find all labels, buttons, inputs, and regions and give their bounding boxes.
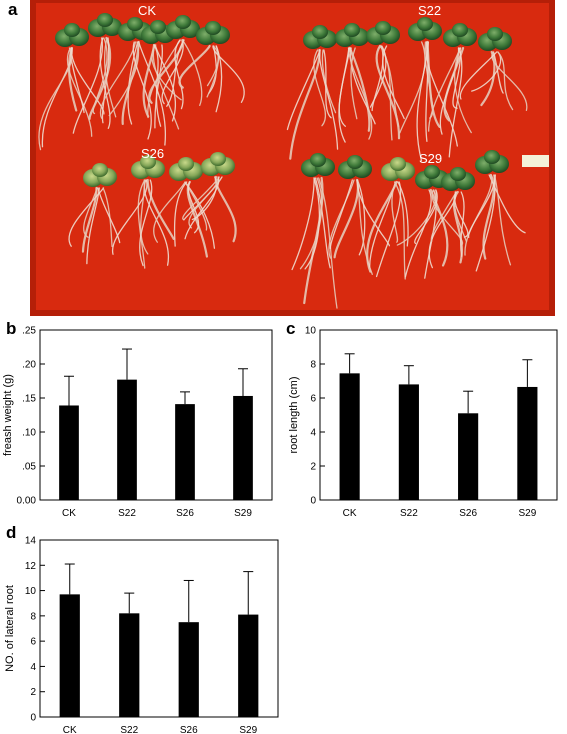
seedling	[428, 167, 475, 269]
y-tick-label: .20	[22, 360, 36, 371]
panel-letter-a: a	[8, 0, 18, 19]
lateral-root-chart: 0 2 4 6 8 10 12 14 CK S22 S26 S29 NO. of lateral roo…	[4, 536, 279, 734]
bar-s29	[517, 386, 538, 500]
y-tick-label: .10	[22, 428, 36, 439]
panel-letter-c: c	[286, 319, 296, 338]
seedling	[68, 163, 121, 265]
photo-background	[33, 0, 552, 313]
seedling-photo: CK S22 S26 S29	[30, 0, 555, 316]
photo-label-s29: S29	[419, 151, 442, 166]
seedling	[72, 13, 122, 134]
y-tick-label: .15	[22, 394, 36, 405]
seedling-group	[38, 13, 528, 309]
seedling	[38, 23, 105, 151]
y-tick-label: 0.00	[17, 496, 37, 507]
bar-s29	[238, 614, 259, 717]
y-axis-label: freash weight (g)	[2, 374, 14, 456]
seedling	[182, 152, 237, 243]
seedling	[178, 21, 245, 113]
seedling	[286, 25, 339, 160]
plot-frame	[319, 329, 558, 501]
y-tick-label: 2	[30, 687, 36, 698]
seedling	[153, 157, 216, 258]
y-tick-label: 4	[30, 662, 36, 673]
x-tick-label-ck: CK	[343, 508, 357, 519]
fresh-weight-chart: 0.00 .05 .10 .15 .20 .25 CK S22 S26 S29 freash wei…	[2, 326, 273, 519]
x-tick-label-s26: S26	[459, 508, 477, 519]
y-tick-label: 2	[310, 462, 316, 473]
seedling	[428, 23, 477, 158]
x-tick-label-ck: CK	[63, 725, 77, 734]
seedling	[464, 150, 526, 272]
y-tick-label: 10	[25, 586, 37, 597]
y-tick-label: .25	[22, 326, 36, 337]
y-tick-label: 0	[310, 496, 316, 507]
seedling	[291, 153, 338, 309]
y-axis-label: NO. of lateral root	[4, 585, 16, 672]
x-tick-label-s22: S22	[400, 508, 418, 519]
root-length-chart: 0 2 4 6 8 10 CK S22 S26 S29 root length (cm)	[288, 326, 558, 519]
photo-label-ck: CK	[138, 3, 156, 18]
y-tick-label: .05	[22, 462, 36, 473]
seedling	[147, 15, 203, 119]
bar-ck	[339, 373, 360, 500]
x-tick-label-s29: S29	[239, 725, 257, 734]
y-tick-label: 10	[305, 326, 317, 337]
x-tick-label-s22: S22	[120, 725, 138, 734]
bar-ck	[59, 594, 80, 717]
plot-frame	[39, 329, 273, 501]
scale-marker	[522, 155, 549, 167]
x-tick-label-s29: S29	[518, 508, 536, 519]
plot-frame	[39, 539, 279, 718]
seedling	[459, 27, 528, 112]
panel-letter-b: b	[6, 319, 17, 338]
bar-s26	[175, 404, 195, 500]
seedling	[335, 23, 376, 143]
photo-label-s26: S26	[141, 146, 164, 161]
y-tick-label: 6	[30, 637, 36, 648]
seedling	[366, 157, 415, 280]
bar-s26	[458, 413, 479, 500]
y-tick-label: 4	[310, 428, 316, 439]
y-tick-label: 8	[30, 611, 36, 622]
panel-letter-d: d	[6, 523, 17, 542]
bar-ck	[59, 405, 79, 500]
seedling	[112, 155, 175, 269]
y-tick-label: 6	[310, 394, 316, 405]
x-tick-label-s29: S29	[234, 508, 252, 519]
bar-s22	[398, 384, 419, 500]
bar-s26	[178, 622, 199, 717]
seedling	[366, 21, 405, 141]
y-tick-label: 12	[25, 561, 37, 572]
y-tick-label: 0	[30, 713, 36, 724]
x-tick-label-s26: S26	[176, 508, 194, 519]
y-tick-label: 14	[25, 536, 37, 547]
seedling	[399, 17, 458, 162]
seedling	[328, 155, 391, 275]
y-tick-label: 8	[310, 360, 316, 371]
photo-label-s22: S22	[418, 3, 441, 18]
x-tick-label-s26: S26	[180, 725, 198, 734]
bar-s22	[117, 379, 137, 500]
photo-vignette	[30, 0, 555, 316]
x-tick-label-s22: S22	[118, 508, 136, 519]
x-tick-label-ck: CK	[62, 508, 76, 519]
bar-s29	[233, 395, 253, 500]
y-axis-label: root length (cm)	[288, 376, 300, 453]
bar-s22	[119, 613, 140, 717]
